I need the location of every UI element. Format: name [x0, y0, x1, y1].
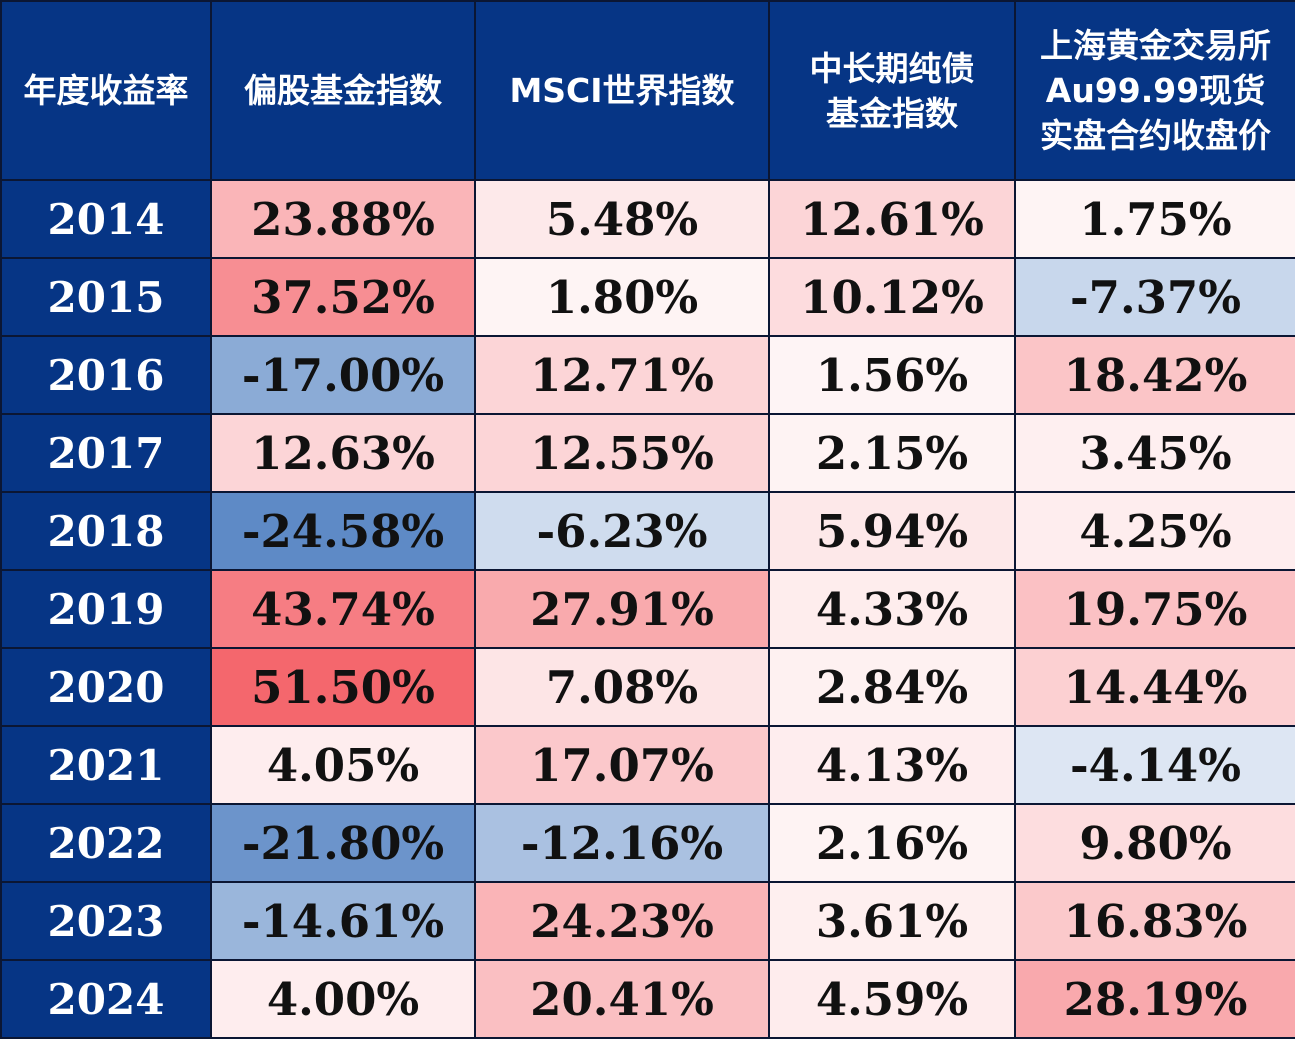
heatmap-cell: 43.74% — [210, 569, 476, 649]
heatmap-cell: 7.08% — [474, 647, 770, 727]
heatmap-cell: 37.52% — [210, 257, 476, 337]
heatmap-cell: 4.33% — [768, 569, 1016, 649]
heatmap-cell: 1.56% — [768, 335, 1016, 415]
year-label: 2023 — [0, 881, 212, 961]
header-row: 年度收益率 偏股基金指数 MSCI世界指数 中长期纯债基金指数 上海黄金交易所 A… — [0, 0, 1295, 181]
heatmap-cell: 20.41% — [474, 959, 770, 1039]
heatmap-cell: 4.13% — [768, 725, 1016, 805]
table-row: 2014 23.88% 5.48% 12.61% 1.75% — [0, 179, 1295, 259]
heatmap-cell: -24.58% — [210, 491, 476, 571]
column-header-line: 上海黄金交易所 — [1040, 26, 1271, 65]
column-header-gold-spot-price: 上海黄金交易所 Au99.99现货 实盘合约收盘价 — [1014, 0, 1295, 181]
column-header-line: 偏股基金指数 — [244, 71, 442, 110]
column-header-line: MSCI世界指数 — [509, 71, 735, 110]
heatmap-cell: 51.50% — [210, 647, 476, 727]
year-label: 2018 — [0, 491, 212, 571]
column-header-line: Au99.99现货 — [1045, 71, 1266, 110]
heatmap-cell: 18.42% — [1014, 335, 1295, 415]
heatmap-cell: 14.44% — [1014, 647, 1295, 727]
heatmap-cell: 17.07% — [474, 725, 770, 805]
column-header-bond-fund-index: 中长期纯债 基金指数 — [768, 0, 1016, 181]
table-row: 2024 4.00% 20.41% 4.59% 28.19% — [0, 959, 1295, 1039]
heatmap-cell: 12.71% — [474, 335, 770, 415]
year-label: 2019 — [0, 569, 212, 649]
year-label: 2014 — [0, 179, 212, 259]
year-label: 2017 — [0, 413, 212, 493]
heatmap-cell: 4.05% — [210, 725, 476, 805]
heatmap-cell: 12.63% — [210, 413, 476, 493]
heatmap-cell: 23.88% — [210, 179, 476, 259]
year-label: 2015 — [0, 257, 212, 337]
heatmap-cell: 10.12% — [768, 257, 1016, 337]
column-header-line: 实盘合约收盘价 — [1040, 116, 1271, 155]
heatmap-cell: 1.75% — [1014, 179, 1295, 259]
corner-header: 年度收益率 — [0, 0, 212, 181]
heatmap-cell: 24.23% — [474, 881, 770, 961]
heatmap-cell: -21.80% — [210, 803, 476, 883]
heatmap-cell: 27.91% — [474, 569, 770, 649]
heatmap-cell: -17.00% — [210, 335, 476, 415]
table-row: 2018 -24.58% -6.23% 5.94% 4.25% — [0, 491, 1295, 571]
year-label: 2020 — [0, 647, 212, 727]
table-row: 2017 12.63% 12.55% 2.15% 3.45% — [0, 413, 1295, 493]
heatmap-cell: 4.00% — [210, 959, 476, 1039]
table-row: 2023 -14.61% 24.23% 3.61% 16.83% — [0, 881, 1295, 961]
heatmap-cell: -4.14% — [1014, 725, 1295, 805]
heatmap-cell: -12.16% — [474, 803, 770, 883]
table-row: 2021 4.05% 17.07% 4.13% -4.14% — [0, 725, 1295, 805]
table-row: 2016 -17.00% 12.71% 1.56% 18.42% — [0, 335, 1295, 415]
year-label: 2021 — [0, 725, 212, 805]
heatmap-cell: 28.19% — [1014, 959, 1295, 1039]
heatmap-cell: 19.75% — [1014, 569, 1295, 649]
heatmap-cell: 3.61% — [768, 881, 1016, 961]
heatmap-cell: 16.83% — [1014, 881, 1295, 961]
heatmap-cell: 5.48% — [474, 179, 770, 259]
heatmap-cell: -7.37% — [1014, 257, 1295, 337]
heatmap-cell: -6.23% — [474, 491, 770, 571]
heatmap-cell: -14.61% — [210, 881, 476, 961]
column-header-msci-world-index: MSCI世界指数 — [474, 0, 770, 181]
heatmap-cell: 9.80% — [1014, 803, 1295, 883]
table-row: 2015 37.52% 1.80% 10.12% -7.37% — [0, 257, 1295, 337]
table-row: 2020 51.50% 7.08% 2.84% 14.44% — [0, 647, 1295, 727]
heatmap-cell: 4.25% — [1014, 491, 1295, 571]
column-header-line: 中长期纯债 — [809, 48, 975, 88]
heatmap-cell: 1.80% — [474, 257, 770, 337]
heatmap-cell: 2.15% — [768, 413, 1016, 493]
year-label: 2016 — [0, 335, 212, 415]
column-header-equity-fund-index: 偏股基金指数 — [210, 0, 476, 181]
year-label: 2024 — [0, 959, 212, 1039]
heatmap-cell: 4.59% — [768, 959, 1016, 1039]
table-row: 2022 -21.80% -12.16% 2.16% 9.80% — [0, 803, 1295, 883]
table-body: 2014 23.88% 5.48% 12.61% 1.75% 2015 37.52% 1.80… — [0, 179, 1295, 1039]
heatmap-cell: 3.45% — [1014, 413, 1295, 493]
heatmap-cell: 12.55% — [474, 413, 770, 493]
year-label: 2022 — [0, 803, 212, 883]
table-row: 2019 43.74% 27.91% 4.33% 19.75% — [0, 569, 1295, 649]
heatmap-cell: 5.94% — [768, 491, 1016, 571]
heatmap-cell: 2.16% — [768, 803, 1016, 883]
heatmap-cell: 2.84% — [768, 647, 1016, 727]
heatmap-cell: 12.61% — [768, 179, 1016, 259]
column-header-line: 基金指数 — [826, 93, 958, 133]
